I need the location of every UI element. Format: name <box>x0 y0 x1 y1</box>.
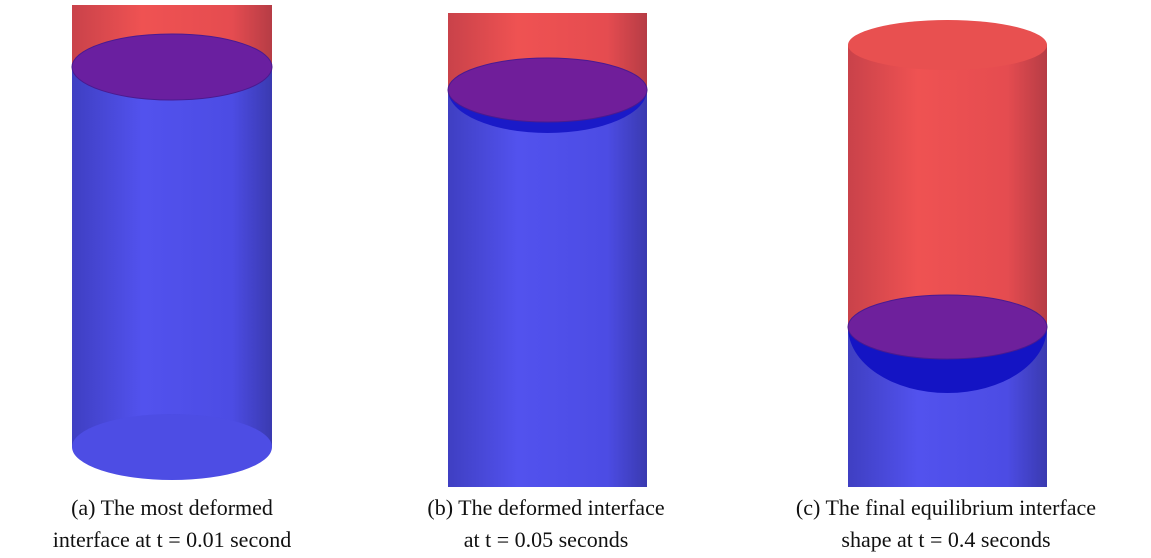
bottom-cap <box>72 414 272 480</box>
cylinder-b <box>447 13 648 487</box>
blue-phase <box>72 67 272 447</box>
caption-a: (a) The most deformed interface at t = 0… <box>0 492 372 556</box>
caption-line: shape at t = 0.4 seconds <box>841 527 1051 552</box>
blue-phase <box>448 90 647 487</box>
top-cap <box>848 20 1047 70</box>
figure-graphics <box>71 5 1048 487</box>
caption-b: (b) The deformed interface at t = 0.05 s… <box>346 492 746 556</box>
caption-line: (b) The deformed interface <box>427 495 665 520</box>
caption-line: (c) The final equilibrium interface <box>795 495 1097 520</box>
interface <box>447 57 648 123</box>
caption-c: (c) The final equilibrium interface shap… <box>746 492 1146 556</box>
caption-line: (a) The most deformed <box>71 495 273 520</box>
interface <box>847 294 1048 360</box>
caption-line: interface at t = 0.01 second <box>52 527 292 552</box>
interface <box>71 33 273 101</box>
caption-line: at t = 0.05 seconds <box>463 527 629 552</box>
cylinder-c <box>847 20 1048 487</box>
cylinder-a <box>71 5 273 480</box>
red-phase <box>848 45 1047 327</box>
